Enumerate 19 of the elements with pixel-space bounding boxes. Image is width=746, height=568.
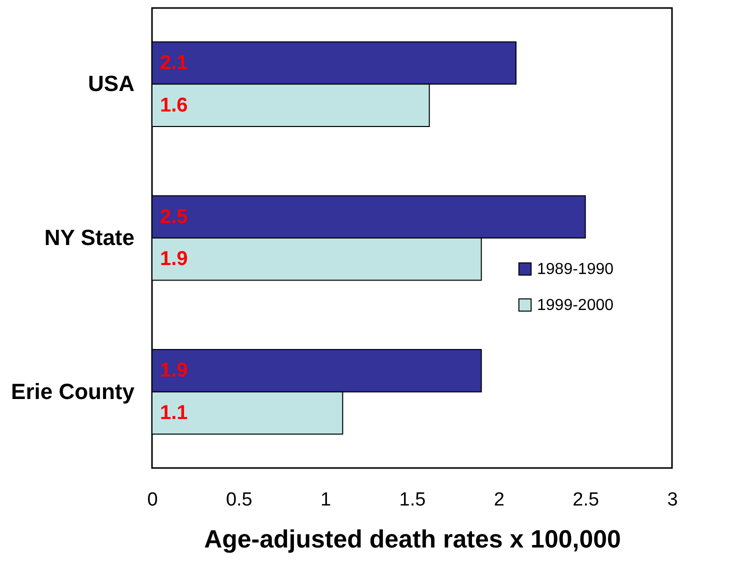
data-label: 1.9 — [160, 360, 188, 382]
y-tick-label: Erie County — [11, 378, 136, 404]
data-label: 2.1 — [160, 52, 188, 74]
data-label: 1.6 — [160, 94, 188, 116]
x-axis-title: Age-adjusted death rates x 100,000 — [204, 526, 621, 554]
x-tick-label: 3 — [667, 490, 678, 510]
x-tick-label: 0 — [147, 490, 158, 510]
x-tick-label: 1 — [320, 490, 332, 510]
y-tick-label: USA — [88, 71, 135, 96]
y-tick-label: NY State — [44, 225, 134, 250]
x-tick-label: 1.5 — [399, 490, 426, 510]
legend-label: 1989-1990 — [537, 261, 614, 278]
data-label: 1.9 — [160, 248, 188, 270]
data-label: 2.5 — [160, 206, 188, 228]
x-tick-label: 2.5 — [572, 490, 600, 510]
x-tick-label: 0.5 — [226, 490, 252, 510]
legend-label: 1999-2000 — [537, 297, 614, 314]
x-tick-label: 2 — [494, 490, 504, 510]
data-label: 1.1 — [160, 402, 188, 424]
